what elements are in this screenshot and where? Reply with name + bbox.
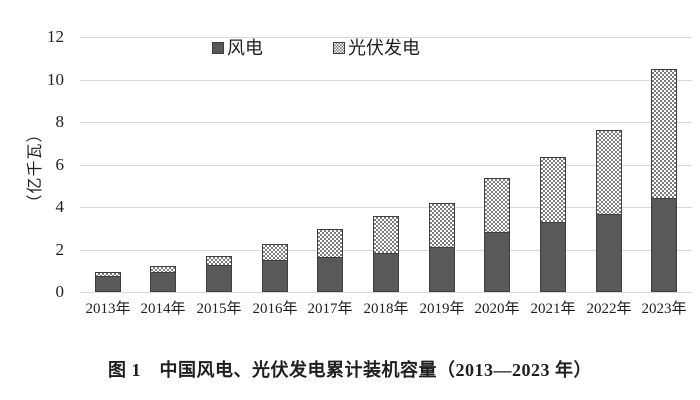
legend-item-label: 风电 (227, 38, 263, 58)
y-tick-label-12: 12 (47, 27, 64, 46)
x-tick-label-2019: 2019年 (419, 301, 465, 317)
solar-segment (150, 266, 176, 272)
x-tick-label-2013: 2013年 (85, 301, 131, 317)
stacked-bar-2020 (484, 178, 510, 292)
solar-segment (651, 69, 677, 198)
x-tick-label-2016: 2016年 (252, 301, 298, 317)
chart-legend: 风电 光伏发电 (212, 39, 420, 57)
wind-segment (429, 247, 455, 292)
stacked-bar-2022 (596, 130, 622, 292)
plot-area (80, 37, 692, 293)
stacked-bar-2013 (95, 272, 121, 292)
x-tick-label-2020: 2020年 (474, 301, 520, 317)
y-tick-label-10: 10 (47, 70, 64, 89)
solar-segment (373, 216, 399, 253)
x-axis-labels: 2013年 2014年 2015年 2016年 2017年 2018年 2019年 2020年… (80, 300, 692, 322)
y-tick-label-8: 8 (55, 112, 65, 131)
stacked-bar-2014 (150, 266, 176, 292)
gridline-y10 (80, 80, 692, 81)
stacked-bar-2016 (262, 244, 288, 292)
wind-segment (651, 198, 677, 292)
x-tick-label-2015: 2015年 (196, 301, 242, 317)
solar-segment (206, 256, 232, 265)
legend-item-wind: 风电 (212, 39, 263, 57)
gridline-y8 (80, 122, 692, 123)
y-tick-label-4: 4 (55, 197, 65, 216)
legend-item-label: 光伏发电 (348, 38, 420, 58)
wind-segment (317, 257, 343, 292)
x-tick-label-2017: 2017年 (307, 301, 353, 317)
x-tick-label-2021: 2021年 (530, 301, 576, 317)
gridline-y12 (80, 37, 692, 38)
legend-item-solar: 光伏发电 (333, 39, 420, 57)
wind-segment (484, 232, 510, 292)
wind-segment (373, 253, 399, 292)
stacked-bar-2015 (206, 256, 232, 292)
y-axis-tick-labels: 0 2 4 6 8 10 12 (0, 27, 65, 301)
gridline-y4 (80, 207, 692, 208)
wind-segment (262, 260, 288, 292)
solar-segment (317, 229, 343, 257)
y-tick-label-2: 2 (55, 240, 65, 259)
solar-segment (540, 157, 566, 222)
solar-segment (262, 244, 288, 260)
stacked-bar-2023 (651, 69, 677, 292)
solar-segment (596, 130, 622, 214)
wind-segment (150, 272, 176, 292)
y-tick-label-0: 0 (55, 282, 65, 301)
stacked-bar-2021 (540, 157, 566, 292)
wind-segment (206, 265, 232, 292)
gridline-y6 (80, 165, 692, 166)
stacked-bar-2018 (373, 216, 399, 292)
x-tick-label-2018: 2018年 (363, 301, 409, 317)
x-tick-label-2022: 2022年 (586, 301, 632, 317)
solar-segment (95, 272, 121, 276)
wind-segment (95, 276, 121, 292)
figure-caption: 图 1 中国风电、光伏发电累计装机容量（2013—2023 年） (108, 360, 592, 380)
x-tick-label-2023: 2023年 (641, 301, 687, 317)
solar-segment (429, 203, 455, 247)
stacked-bar-2017 (317, 229, 343, 292)
wind-segment (596, 214, 622, 292)
legend-swatch-wind-icon (212, 42, 224, 54)
stacked-bar-2019 (429, 203, 455, 292)
x-tick-label-2014: 2014年 (140, 301, 186, 317)
y-tick-label-6: 6 (55, 155, 65, 174)
solar-segment (484, 178, 510, 232)
legend-swatch-solar-icon (333, 42, 345, 54)
wind-segment (540, 222, 566, 292)
